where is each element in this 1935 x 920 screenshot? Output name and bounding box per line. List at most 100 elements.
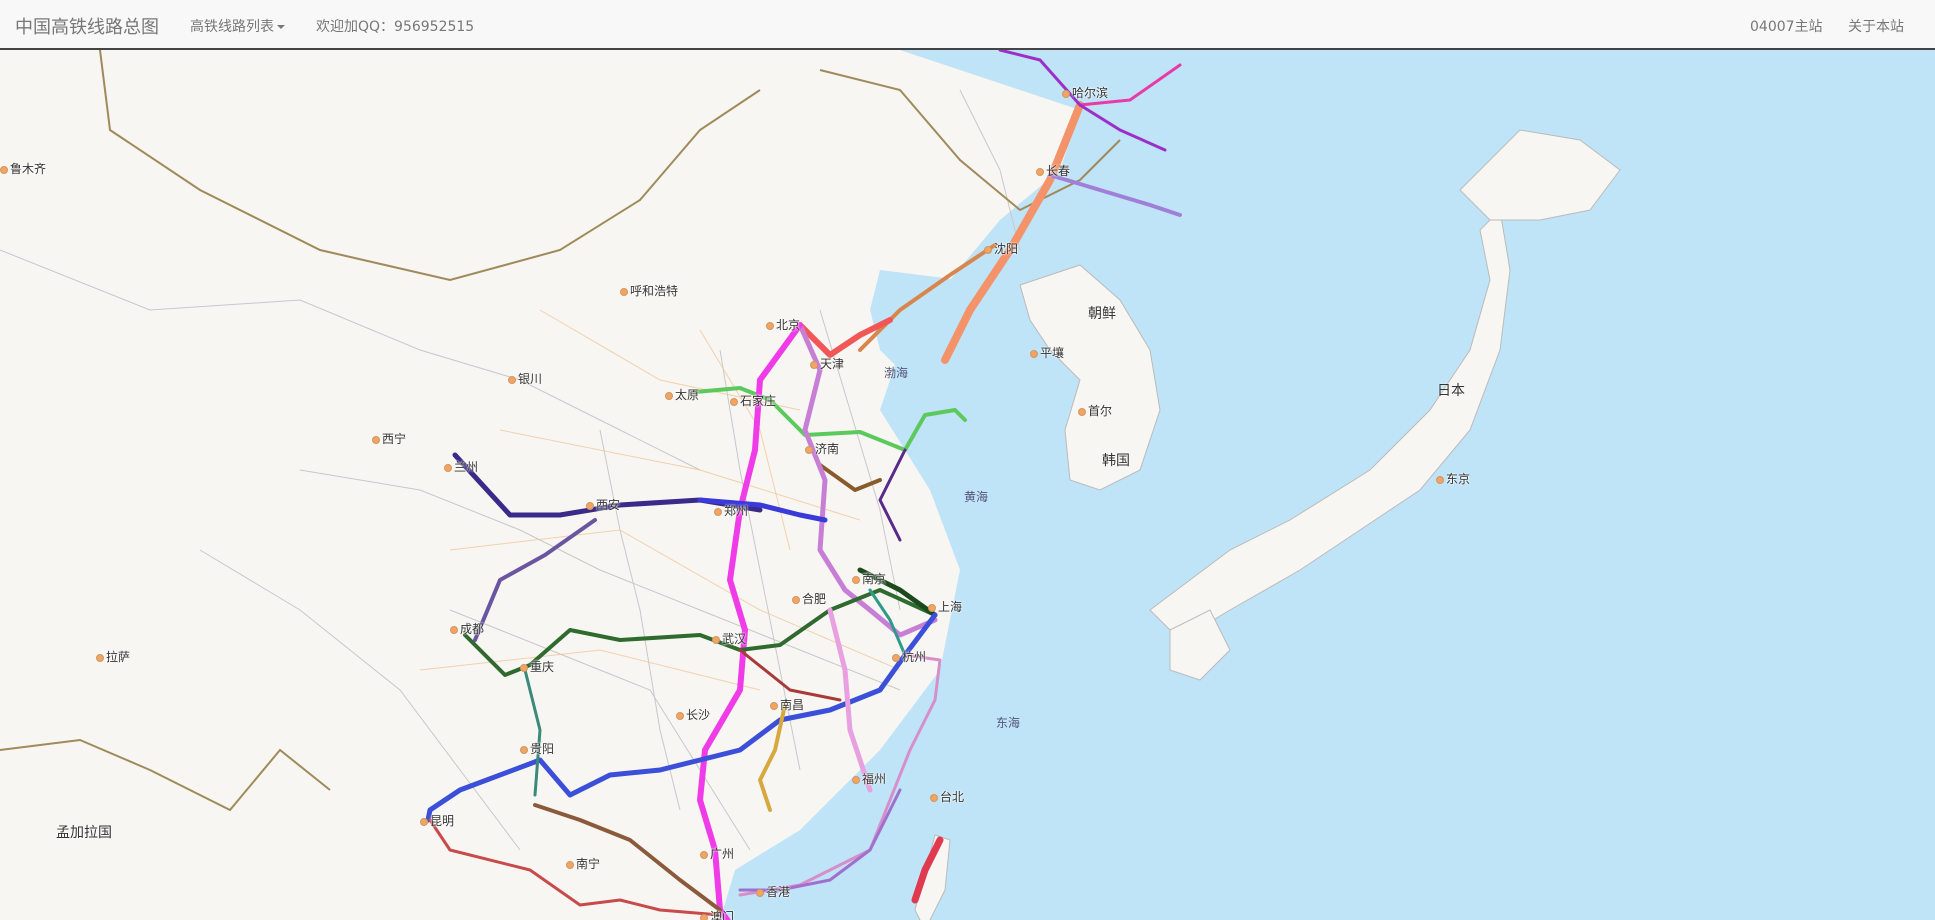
rail-line-jinan-qingdao bbox=[818, 463, 882, 492]
rail-line-hefei-fuzhou bbox=[827, 607, 873, 793]
korean-peninsula bbox=[1019, 264, 1161, 491]
map-svg bbox=[0, 50, 1935, 920]
country-label-north-korea: 朝鲜 bbox=[1088, 306, 1116, 322]
city-label-urumqi[interactable]: 鲁木齐 bbox=[0, 160, 46, 177]
city-label-jinan[interactable]: 济南 bbox=[805, 440, 839, 457]
city-label-shanghai[interactable]: 上海 bbox=[928, 598, 962, 615]
city-label-tianjin[interactable]: 天津 bbox=[810, 355, 844, 372]
city-label-harbin[interactable]: 哈尔滨 bbox=[1062, 84, 1108, 101]
city-dot-icon bbox=[420, 817, 428, 826]
city-label-hohhot[interactable]: 呼和浩特 bbox=[620, 282, 678, 299]
city-label-chongqing[interactable]: 重庆 bbox=[520, 658, 554, 675]
main-site-link[interactable]: 04007主站 bbox=[1750, 19, 1823, 35]
city-label-lhasa[interactable]: 拉萨 bbox=[96, 648, 130, 665]
sea-label-yellow: 黄海 bbox=[964, 490, 989, 504]
city-label-beijing[interactable]: 北京 bbox=[766, 316, 800, 333]
city-label-yinchuan[interactable]: 银川 bbox=[508, 370, 542, 387]
city-dot-icon bbox=[372, 435, 380, 444]
city-dot-icon bbox=[1036, 167, 1044, 176]
rail-line-zhengzhou-xuzhou bbox=[697, 497, 828, 523]
rail-line-shanghai-kunming bbox=[425, 612, 938, 823]
city-dot-icon bbox=[928, 603, 936, 612]
city-dot-icon bbox=[1078, 407, 1086, 416]
city-label-guangzhou[interactable]: 广州 bbox=[700, 845, 734, 862]
country-label-south-korea: 韩国 bbox=[1102, 453, 1130, 469]
rail-line-taiyuan-qingdao bbox=[693, 386, 967, 452]
city-dot-icon bbox=[792, 595, 800, 604]
city-label-pyongyang[interactable]: 平壤 bbox=[1030, 344, 1064, 361]
rail-line-guiyang-guangzhou bbox=[533, 803, 722, 912]
city-dot-icon bbox=[712, 635, 720, 644]
city-label-shenyang[interactable]: 沈阳 bbox=[984, 240, 1018, 257]
city-dot-icon bbox=[892, 653, 900, 662]
city-label-taiyuan[interactable]: 太原 bbox=[665, 386, 699, 403]
city-label-seoul[interactable]: 首尔 bbox=[1078, 402, 1112, 419]
city-label-taipei[interactable]: 台北 bbox=[930, 788, 964, 805]
sea-label-bohai: 渤海 bbox=[884, 366, 909, 380]
city-dot-icon bbox=[586, 501, 594, 510]
city-dot-icon bbox=[1436, 475, 1444, 484]
line-list-dropdown[interactable]: 高铁线路列表 bbox=[190, 16, 285, 36]
national-border bbox=[0, 50, 1121, 812]
city-dot-icon bbox=[665, 391, 673, 400]
city-label-shijiazhuang[interactable]: 石家庄 bbox=[730, 392, 776, 409]
city-label-tokyo[interactable]: 东京 bbox=[1436, 470, 1470, 487]
qq-welcome-text: 欢迎加QQ：956952515 bbox=[316, 19, 475, 35]
country-label-bangladesh: 孟加拉国 bbox=[56, 825, 112, 841]
line-list-dropdown-label: 高铁线路列表 bbox=[190, 19, 274, 35]
japan-honshu bbox=[1149, 208, 1511, 641]
city-dot-icon bbox=[620, 287, 628, 296]
rail-line-nanning-kunming bbox=[428, 818, 722, 917]
city-label-kunming[interactable]: 昆明 bbox=[420, 812, 454, 829]
rail-line-xuzhou-shandong bbox=[878, 448, 907, 542]
sea-area bbox=[720, 50, 1935, 920]
city-label-xian[interactable]: 西安 bbox=[586, 496, 620, 513]
city-label-fuzhou[interactable]: 福州 bbox=[852, 770, 886, 787]
city-dot-icon bbox=[770, 701, 778, 710]
city-dot-icon bbox=[766, 321, 774, 330]
city-dot-icon bbox=[700, 850, 708, 859]
city-dot-icon bbox=[984, 245, 992, 254]
city-label-macau[interactable]: 澳门 bbox=[700, 908, 734, 920]
city-dot-icon bbox=[730, 397, 738, 406]
sea-label-east: 东海 bbox=[996, 716, 1021, 730]
city-dot-icon bbox=[1030, 349, 1038, 358]
map-canvas[interactable]: 哈尔滨 长春 沈阳 北京 天津 呼和浩特 太原 石家庄 济南 银川 西宁 兰州 … bbox=[0, 50, 1935, 920]
rail-line-fuzhou-shenzhen bbox=[738, 788, 902, 892]
rail-line-beijing-guangzhou bbox=[697, 322, 803, 920]
city-label-guiyang[interactable]: 贵阳 bbox=[520, 740, 554, 757]
city-dot-icon bbox=[700, 913, 708, 920]
about-site-link[interactable]: 关于本站 bbox=[1848, 19, 1904, 35]
rail-line-chongqing-guiyang bbox=[523, 668, 542, 797]
city-dot-icon bbox=[1062, 89, 1070, 98]
city-dot-icon bbox=[444, 463, 452, 472]
city-dot-icon bbox=[450, 625, 458, 634]
city-dot-icon bbox=[520, 663, 528, 672]
city-label-nanning[interactable]: 南宁 bbox=[566, 855, 600, 872]
city-dot-icon bbox=[930, 793, 938, 802]
city-dot-icon bbox=[566, 860, 574, 869]
city-label-hangzhou[interactable]: 杭州 bbox=[892, 648, 926, 665]
city-label-nanchang[interactable]: 南昌 bbox=[770, 696, 804, 713]
city-dot-icon bbox=[852, 775, 860, 784]
city-label-lanzhou[interactable]: 兰州 bbox=[444, 458, 478, 475]
rail-line-nanjing-shanghai bbox=[857, 567, 938, 618]
city-label-nanjing[interactable]: 南京 bbox=[852, 570, 886, 587]
city-label-chengdu[interactable]: 成都 bbox=[450, 620, 484, 637]
city-dot-icon bbox=[756, 888, 764, 897]
city-label-zhengzhou[interactable]: 郑州 bbox=[714, 502, 748, 519]
city-dot-icon bbox=[810, 360, 818, 369]
japan-kyushu bbox=[1169, 609, 1231, 681]
rail-line-harbin-dalian bbox=[941, 101, 1084, 364]
city-label-hefei[interactable]: 合肥 bbox=[792, 590, 826, 607]
city-label-xining[interactable]: 西宁 bbox=[372, 430, 406, 447]
baidu-map-logo[interactable]: Bai●地图 bbox=[2, 918, 76, 920]
caret-down-icon bbox=[277, 25, 285, 29]
rail-line-taiwan-hsr bbox=[911, 836, 944, 904]
city-label-changchun[interactable]: 长春 bbox=[1036, 162, 1070, 179]
city-label-changsha[interactable]: 长沙 bbox=[676, 706, 710, 723]
rail-line-beijing-shanghai bbox=[797, 322, 938, 638]
city-label-wuhan[interactable]: 武汉 bbox=[712, 630, 746, 647]
city-label-hongkong[interactable]: 香港 bbox=[756, 883, 790, 900]
site-brand[interactable]: 中国高铁线路总图 bbox=[15, 17, 159, 38]
